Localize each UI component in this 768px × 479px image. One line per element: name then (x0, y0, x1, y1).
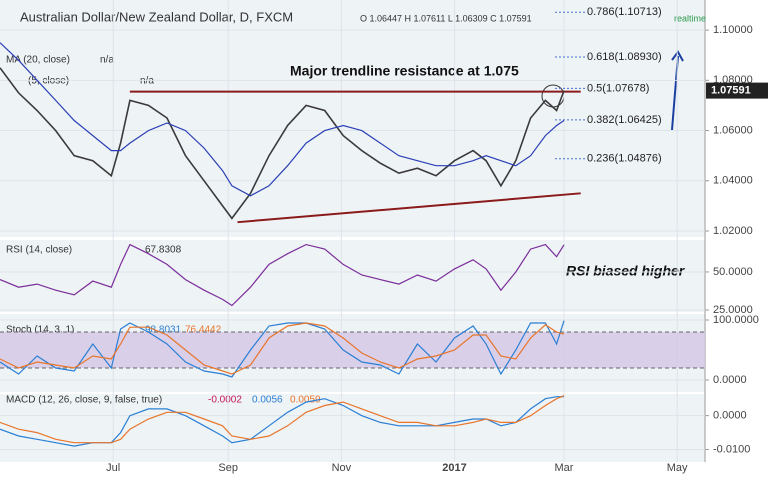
fib-label: 0.786(1.10713) (587, 6, 662, 18)
y-tick-label: 0.0000 (713, 374, 747, 386)
fib-label: 0.5(1.07678) (587, 82, 649, 94)
y-tick-label: 1.04000 (713, 175, 753, 187)
y-tick-label: 100.0000 (713, 314, 759, 326)
macd-value: 0.0056 (252, 395, 283, 406)
fib-label: 0.382(1.06425) (587, 114, 662, 126)
signal-value: 0.0059 (290, 395, 321, 406)
y-tick-label: 1.10000 (713, 24, 753, 36)
last-price-tag (706, 82, 768, 99)
ma-value: n/a (100, 55, 114, 66)
y-tick-label: 25.0000 (713, 304, 753, 316)
realtime: realtime (674, 13, 706, 23)
ohlc: O 1.06447 H 1.07611 L 1.06309 C 1.07591 (360, 13, 532, 23)
rsi-label: RSI (14, close) (6, 245, 72, 256)
trendline (237, 192, 581, 224)
macd-hist-value: -0.0002 (208, 395, 242, 406)
band (0, 332, 705, 368)
series-line (0, 42, 565, 197)
y-tick-label: 50.0000 (713, 266, 753, 278)
annotation: Major trendline resistance at 1.075 (290, 63, 519, 79)
fib-label: 0.618(1.08930) (587, 51, 662, 63)
y-tick-label: 1.06000 (713, 124, 753, 136)
x-tick-label: Jul (106, 462, 120, 474)
series-line (0, 320, 565, 378)
ind2-label: (5, close) (28, 76, 69, 87)
series-line (0, 67, 565, 220)
ma-label: MA (20, close) (6, 55, 70, 66)
stoch-value: 98.8031 (145, 325, 182, 336)
stoch-label: Stoch (14, 3, 1) (6, 325, 74, 336)
ind2-value: n/a (140, 76, 154, 87)
rsi-panel (0, 240, 705, 312)
y-tick-label: -0.0100 (713, 443, 750, 455)
x-tick-label: 2017 (442, 462, 466, 474)
y-tick-label: 1.02000 (713, 225, 753, 237)
series-line (0, 395, 565, 444)
chart-title: Australian Dollar/New Zealand Dollar, D,… (20, 9, 293, 24)
x-tick-label: Mar (555, 462, 574, 474)
x-tick-label: May (667, 462, 688, 474)
arrow-head (671, 50, 684, 62)
series-line (0, 322, 565, 375)
fib-label: 0.236(1.04876) (587, 153, 662, 165)
stoch-value2: 76.4442 (185, 325, 222, 336)
rsi-value: 67.8308 (145, 245, 182, 256)
x-tick-label: Nov (332, 462, 352, 474)
price-panel (0, 0, 705, 237)
rsi-annotation: RSI biased higher (566, 263, 686, 279)
macd-label: MACD (12, 26, close, 9, false, true) (6, 395, 162, 406)
x-tick-label: Sep (218, 462, 238, 474)
y-tick-label: 0.0000 (713, 410, 747, 422)
series-line (0, 243, 565, 307)
last-price-label: 1.07591 (711, 85, 751, 97)
